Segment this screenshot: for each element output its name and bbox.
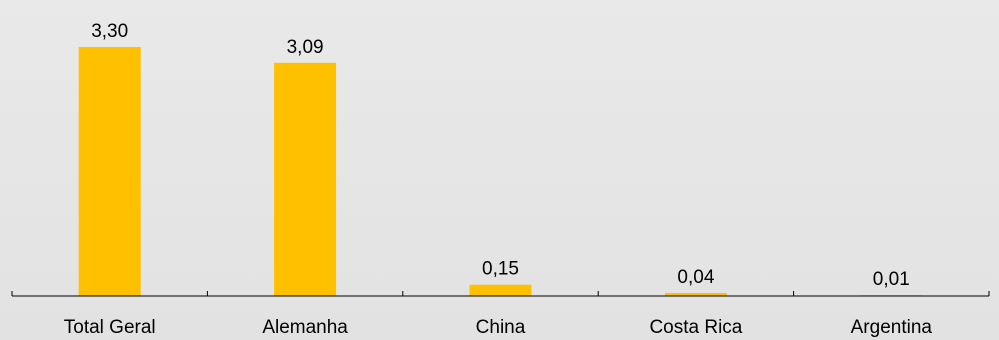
bars-layer: [78, 47, 923, 296]
data-label: 0,01: [873, 269, 910, 290]
data-label: 3,09: [287, 37, 324, 58]
bar-total-geral: [78, 47, 141, 296]
bar-alemanha: [274, 62, 337, 296]
x-axis: Total Geral Alemanha China Costa Rica Argent…: [11, 291, 990, 338]
bar-costa-rica: [664, 293, 727, 296]
data-label: 0,15: [482, 259, 519, 280]
data-labels-layer: 3,30 3,09 0,15 0,04 0,01: [91, 21, 910, 290]
x-tick-label: Argentina: [851, 317, 933, 338]
x-tick-label: Total Geral: [64, 317, 156, 338]
bar-china: [469, 284, 532, 296]
data-label: 0,04: [677, 267, 714, 288]
x-tick-label: China: [476, 317, 526, 338]
data-label: 3,30: [91, 21, 128, 42]
x-tick-label: Alemanha: [262, 317, 348, 338]
x-tick-label: Costa Rica: [649, 317, 742, 338]
